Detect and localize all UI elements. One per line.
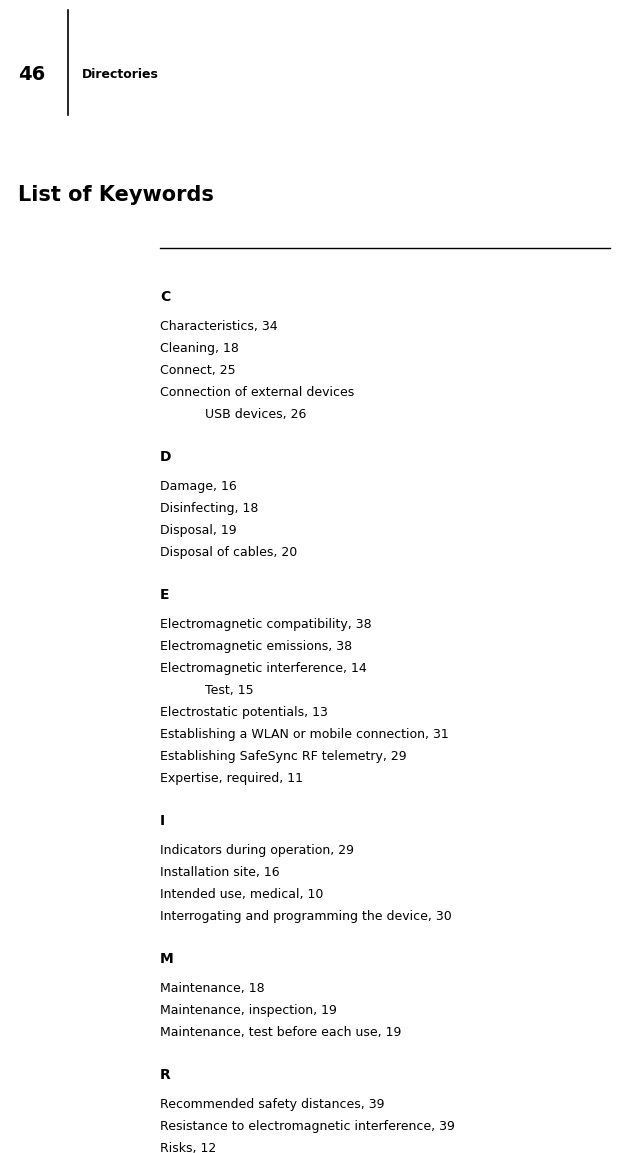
Text: Characteristics, 34: Characteristics, 34	[160, 321, 278, 333]
Text: Interrogating and programming the device, 30: Interrogating and programming the device…	[160, 910, 452, 924]
Text: 46: 46	[18, 66, 45, 84]
Text: Establishing SafeSync RF telemetry, 29: Establishing SafeSync RF telemetry, 29	[160, 749, 406, 763]
Text: Indicators during operation, 29: Indicators during operation, 29	[160, 844, 354, 857]
Text: Establishing a WLAN or mobile connection, 31: Establishing a WLAN or mobile connection…	[160, 728, 449, 741]
Text: Maintenance, test before each use, 19: Maintenance, test before each use, 19	[160, 1026, 401, 1039]
Text: Expertise, required, 11: Expertise, required, 11	[160, 773, 303, 785]
Text: Electromagnetic compatibility, 38: Electromagnetic compatibility, 38	[160, 618, 372, 631]
Text: Maintenance, 18: Maintenance, 18	[160, 982, 264, 995]
Text: R: R	[160, 1068, 171, 1082]
Text: Disposal, 19: Disposal, 19	[160, 523, 237, 537]
Text: Electromagnetic interference, 14: Electromagnetic interference, 14	[160, 662, 367, 675]
Text: Electrostatic potentials, 13: Electrostatic potentials, 13	[160, 706, 328, 719]
Text: Disposal of cables, 20: Disposal of cables, 20	[160, 547, 297, 559]
Text: Connect, 25: Connect, 25	[160, 364, 236, 377]
Text: Cleaning, 18: Cleaning, 18	[160, 342, 239, 355]
Text: Intended use, medical, 10: Intended use, medical, 10	[160, 888, 323, 900]
Text: Directories: Directories	[82, 68, 159, 82]
Text: C: C	[160, 291, 170, 304]
Text: D: D	[160, 450, 171, 464]
Text: Connection of external devices: Connection of external devices	[160, 386, 354, 399]
Text: M: M	[160, 952, 174, 966]
Text: Electromagnetic emissions, 38: Electromagnetic emissions, 38	[160, 640, 352, 653]
Text: E: E	[160, 588, 170, 602]
Text: Damage, 16: Damage, 16	[160, 480, 237, 493]
Text: Resistance to electromagnetic interference, 39: Resistance to electromagnetic interferen…	[160, 1120, 455, 1133]
Text: Test, 15: Test, 15	[205, 684, 254, 698]
Text: Maintenance, inspection, 19: Maintenance, inspection, 19	[160, 1004, 337, 1017]
Text: I: I	[160, 814, 165, 828]
Text: Recommended safety distances, 39: Recommended safety distances, 39	[160, 1098, 384, 1111]
Text: List of Keywords: List of Keywords	[18, 184, 214, 205]
Text: USB devices, 26: USB devices, 26	[205, 408, 306, 421]
Text: Disinfecting, 18: Disinfecting, 18	[160, 502, 258, 515]
Text: Risks, 12: Risks, 12	[160, 1141, 216, 1153]
Text: Installation site, 16: Installation site, 16	[160, 866, 279, 879]
